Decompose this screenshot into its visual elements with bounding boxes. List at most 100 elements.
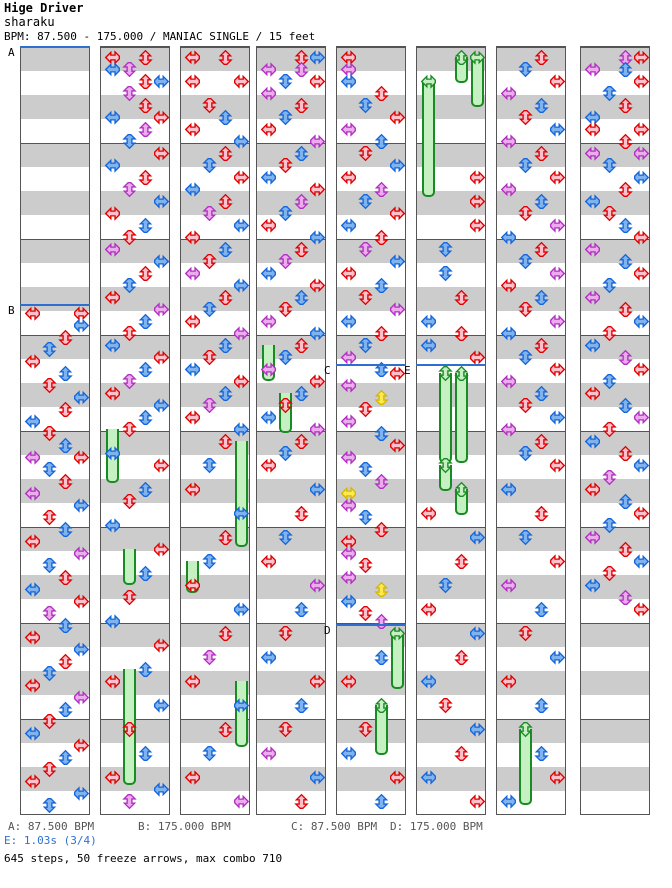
sixteenth-note-l[interactable] (584, 529, 601, 546)
sixteenth-note-d[interactable] (277, 253, 294, 270)
quarter-note-r[interactable] (233, 73, 249, 90)
quarter-note-u[interactable] (373, 229, 390, 246)
sixteenth-note-r[interactable] (73, 689, 89, 706)
column-6[interactable] (416, 46, 486, 815)
thirtysecond-note-u[interactable] (373, 389, 390, 406)
eighth-note-l[interactable] (104, 517, 121, 534)
sixteenth-note-l[interactable] (500, 181, 517, 198)
sixteenth-note-u[interactable] (373, 181, 390, 198)
eighth-note-d[interactable] (601, 85, 618, 102)
eighth-note-r[interactable] (309, 49, 325, 66)
quarter-note-u[interactable] (137, 265, 154, 282)
eighth-note-u[interactable] (57, 701, 74, 718)
freeze-body[interactable] (123, 549, 136, 585)
sixteenth-note-d[interactable] (121, 793, 138, 810)
eighth-note-l[interactable] (340, 745, 357, 762)
sixteenth-note-l[interactable] (260, 85, 277, 102)
quarter-note-l[interactable] (260, 121, 277, 138)
quarter-note-r[interactable] (633, 505, 649, 522)
freeze-body[interactable] (455, 373, 468, 463)
quarter-note-u[interactable] (293, 337, 310, 354)
sixteenth-note-l[interactable] (24, 449, 41, 466)
quarter-note-u[interactable] (137, 49, 154, 66)
sixteenth-note-l[interactable] (584, 61, 601, 78)
eighth-note-l[interactable] (260, 409, 277, 426)
column-1[interactable] (20, 46, 90, 815)
eighth-note-l[interactable] (420, 337, 437, 354)
quarter-note-r[interactable] (153, 457, 169, 474)
quarter-note-r[interactable] (389, 205, 405, 222)
freeze-body[interactable] (235, 681, 248, 747)
eighth-note-r[interactable] (233, 217, 249, 234)
quarter-note-l[interactable] (24, 677, 41, 694)
quarter-note-u[interactable] (533, 505, 550, 522)
eighth-note-u[interactable] (617, 61, 634, 78)
eighth-note-r[interactable] (633, 169, 649, 186)
eighth-note-l[interactable] (584, 577, 601, 594)
quarter-note-u[interactable] (137, 169, 154, 186)
freeze-body[interactable] (391, 633, 404, 689)
sixteenth-note-l[interactable] (500, 577, 517, 594)
sixteenth-note-l[interactable] (260, 361, 277, 378)
eighth-note-r[interactable] (153, 253, 169, 270)
eighth-note-l[interactable] (184, 181, 201, 198)
eighth-note-r[interactable] (233, 601, 249, 618)
eighth-note-l[interactable] (500, 793, 517, 810)
eighth-note-u[interactable] (293, 385, 310, 402)
eighth-note-l[interactable] (584, 193, 601, 210)
quarter-note-u[interactable] (137, 97, 154, 114)
eighth-note-u[interactable] (57, 617, 74, 634)
eighth-note-d[interactable] (277, 349, 294, 366)
quarter-note-d[interactable] (121, 721, 138, 738)
eighth-note-d[interactable] (517, 349, 534, 366)
sixteenth-note-u[interactable] (293, 193, 310, 210)
quarter-note-u[interactable] (617, 445, 634, 462)
eighth-note-l[interactable] (24, 581, 41, 598)
sixteenth-note-u[interactable] (373, 613, 390, 630)
quarter-note-r[interactable] (633, 361, 649, 378)
sixteenth-note-l[interactable] (500, 421, 517, 438)
quarter-note-d[interactable] (357, 721, 374, 738)
eighth-note-r[interactable] (549, 409, 565, 426)
eighth-note-u[interactable] (617, 217, 634, 234)
eighth-note-u[interactable] (533, 601, 550, 618)
eighth-note-r[interactable] (73, 785, 89, 802)
quarter-note-u[interactable] (217, 433, 234, 450)
eighth-note-d[interactable] (41, 797, 58, 814)
eighth-note-r[interactable] (153, 73, 169, 90)
quarter-note-l[interactable] (500, 673, 517, 690)
eighth-note-u[interactable] (293, 697, 310, 714)
freeze-head-u[interactable] (373, 697, 390, 714)
sixteenth-note-r[interactable] (309, 421, 325, 438)
sixteenth-note-r[interactable] (233, 325, 249, 342)
quarter-note-r[interactable] (309, 181, 325, 198)
sixteenth-note-u[interactable] (293, 61, 310, 78)
sixteenth-note-l[interactable] (340, 377, 357, 394)
quarter-note-r[interactable] (309, 73, 325, 90)
freeze-body[interactable] (422, 81, 435, 197)
eighth-note-r[interactable] (549, 649, 565, 666)
quarter-note-u[interactable] (57, 473, 74, 490)
quarter-note-l[interactable] (184, 49, 201, 66)
quarter-note-r[interactable] (549, 73, 565, 90)
quarter-note-r[interactable] (469, 793, 485, 810)
quarter-note-u[interactable] (217, 193, 234, 210)
quarter-note-d[interactable] (41, 761, 58, 778)
quarter-note-l[interactable] (104, 49, 121, 66)
eighth-note-u[interactable] (137, 361, 154, 378)
sixteenth-note-l[interactable] (340, 497, 357, 514)
eighth-note-u[interactable] (293, 289, 310, 306)
quarter-note-l[interactable] (24, 353, 41, 370)
eighth-note-u[interactable] (57, 521, 74, 538)
quarter-note-d[interactable] (121, 589, 138, 606)
eighth-note-r[interactable] (633, 313, 649, 330)
quarter-note-u[interactable] (533, 241, 550, 258)
column-8[interactable] (580, 46, 650, 815)
eighth-note-u[interactable] (533, 289, 550, 306)
eighth-note-d[interactable] (277, 205, 294, 222)
eighth-note-r[interactable] (233, 421, 249, 438)
quarter-note-r[interactable] (73, 593, 89, 610)
sixteenth-note-d[interactable] (201, 649, 218, 666)
quarter-note-d[interactable] (517, 397, 534, 414)
quarter-note-r[interactable] (233, 373, 249, 390)
